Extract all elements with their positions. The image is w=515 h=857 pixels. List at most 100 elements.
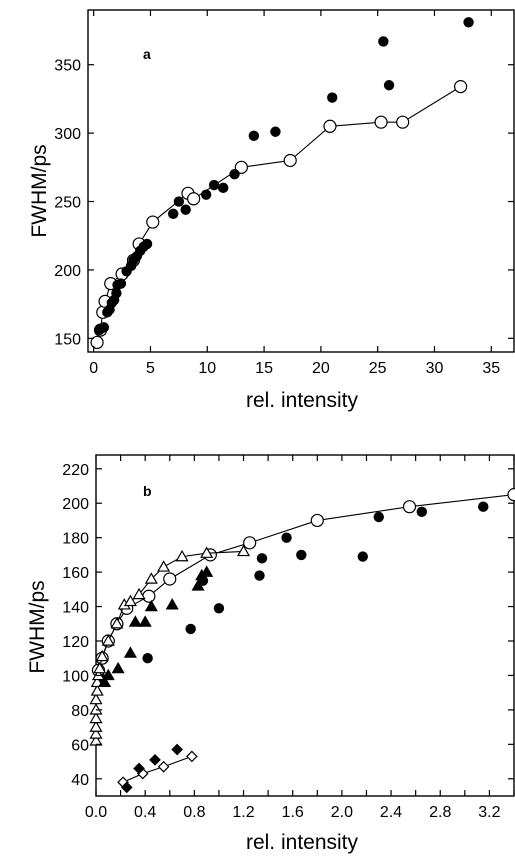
x-tick-label: 1.6 xyxy=(282,804,304,821)
data-point xyxy=(378,36,389,47)
data-point xyxy=(416,506,427,518)
data-point xyxy=(146,215,160,229)
data-point xyxy=(256,553,268,564)
data-point xyxy=(173,196,185,207)
data-point xyxy=(98,675,112,688)
panel-a-y-axis-title: FWHM/ps xyxy=(28,144,51,237)
series-line xyxy=(97,494,515,671)
data-point xyxy=(396,115,410,129)
data-point xyxy=(142,589,156,603)
data-point xyxy=(123,594,137,607)
data-point xyxy=(175,549,189,562)
data-point xyxy=(217,182,229,194)
x-tick-label: 5 xyxy=(146,360,155,377)
panel-a-axes xyxy=(87,9,515,353)
y-tick-label: 80 xyxy=(71,703,89,720)
y-tick-label: 180 xyxy=(62,531,89,548)
series-filled-circle xyxy=(94,17,474,336)
x-tick-label: 3.2 xyxy=(478,804,500,821)
panel-b-y-axis-title: FWHM/ps xyxy=(26,580,49,673)
data-point xyxy=(327,92,338,103)
x-tick-label: 30 xyxy=(426,360,444,377)
series-open-circle xyxy=(90,80,468,350)
panel-b: 0.0 0.4 0.8 1.2 1.6 2.0 2.4 2.8 3.2 40 60 80 100 120 1… xyxy=(26,454,515,854)
data-point xyxy=(89,734,103,746)
panel-b-axes xyxy=(95,454,515,797)
data-point xyxy=(89,711,103,724)
series-filled-circle xyxy=(96,501,489,685)
data-point xyxy=(165,598,179,610)
y-tick-label: 200 xyxy=(54,263,81,280)
data-point xyxy=(149,753,161,766)
data-point xyxy=(507,488,515,502)
series-open-triangle xyxy=(89,544,251,746)
data-point xyxy=(157,760,170,773)
data-point xyxy=(254,570,265,581)
x-tick-label: 0.8 xyxy=(183,804,205,821)
series-filled-diamond xyxy=(120,743,183,794)
data-point xyxy=(200,189,212,200)
data-point xyxy=(310,513,324,528)
x-tick-label: 2.8 xyxy=(429,804,451,821)
data-point xyxy=(402,500,417,514)
data-point xyxy=(200,546,214,558)
data-point xyxy=(95,649,109,662)
data-point xyxy=(138,615,152,627)
x-tick-label: 2.4 xyxy=(380,804,402,821)
data-point xyxy=(133,762,145,775)
data-point xyxy=(110,617,124,629)
x-tick-label: 15 xyxy=(255,360,273,377)
y-tick-label: 300 xyxy=(54,126,81,143)
data-point xyxy=(373,511,384,523)
data-point xyxy=(167,208,179,220)
data-point xyxy=(90,684,104,696)
x-tick-label: 0.0 xyxy=(85,804,107,821)
y-tick-label: 150 xyxy=(54,331,81,348)
data-point xyxy=(185,623,196,635)
x-tick-label: 25 xyxy=(369,360,387,377)
data-point xyxy=(200,565,214,577)
x-tick-label: 35 xyxy=(482,360,500,377)
data-point xyxy=(101,634,115,646)
data-point xyxy=(171,743,183,756)
panel-a-letter: a xyxy=(143,46,151,62)
data-point xyxy=(234,160,248,174)
data-point xyxy=(120,781,133,794)
data-point xyxy=(454,80,468,94)
data-point xyxy=(283,153,297,168)
y-tick-label: 220 xyxy=(62,462,89,479)
data-point xyxy=(115,278,127,289)
panel-a-series xyxy=(90,17,474,350)
x-tick-label: 20 xyxy=(312,360,330,377)
panel-b-letter: b xyxy=(143,483,152,499)
data-point xyxy=(128,615,142,627)
panel-a-ticks: 0 5 10 15 20 25 30 35 150 200 250 300 350 xyxy=(54,10,514,377)
data-point xyxy=(144,572,158,584)
y-tick-label: 160 xyxy=(62,565,89,582)
data-point xyxy=(281,532,292,543)
data-point xyxy=(243,536,257,550)
data-point xyxy=(229,168,240,180)
y-tick-label: 60 xyxy=(71,737,89,754)
panel-b-ticks: 0.0 0.4 0.8 1.2 1.6 2.0 2.4 2.8 3.2 40 60 80 100 120 1… xyxy=(62,455,515,821)
data-point xyxy=(101,668,115,681)
data-point xyxy=(270,126,281,137)
data-point xyxy=(123,646,137,658)
panel-a: 0 5 10 15 20 25 30 35 150 200 250 300 350 a rel. int… xyxy=(28,9,515,412)
panel-b-x-axis-title: rel. intensity xyxy=(246,831,359,854)
y-tick-label: 40 xyxy=(71,772,89,789)
series-line xyxy=(122,755,193,783)
data-point xyxy=(187,192,201,206)
data-point xyxy=(111,661,125,674)
data-point xyxy=(383,80,395,91)
data-point xyxy=(357,551,368,562)
y-tick-label: 350 xyxy=(54,58,81,75)
panel-b-series xyxy=(89,488,515,794)
x-tick-label: 0.4 xyxy=(134,804,156,821)
data-point xyxy=(478,501,489,512)
data-point xyxy=(142,653,153,664)
data-point xyxy=(132,587,146,600)
data-point xyxy=(374,115,388,129)
y-tick-label: 120 xyxy=(62,634,89,651)
